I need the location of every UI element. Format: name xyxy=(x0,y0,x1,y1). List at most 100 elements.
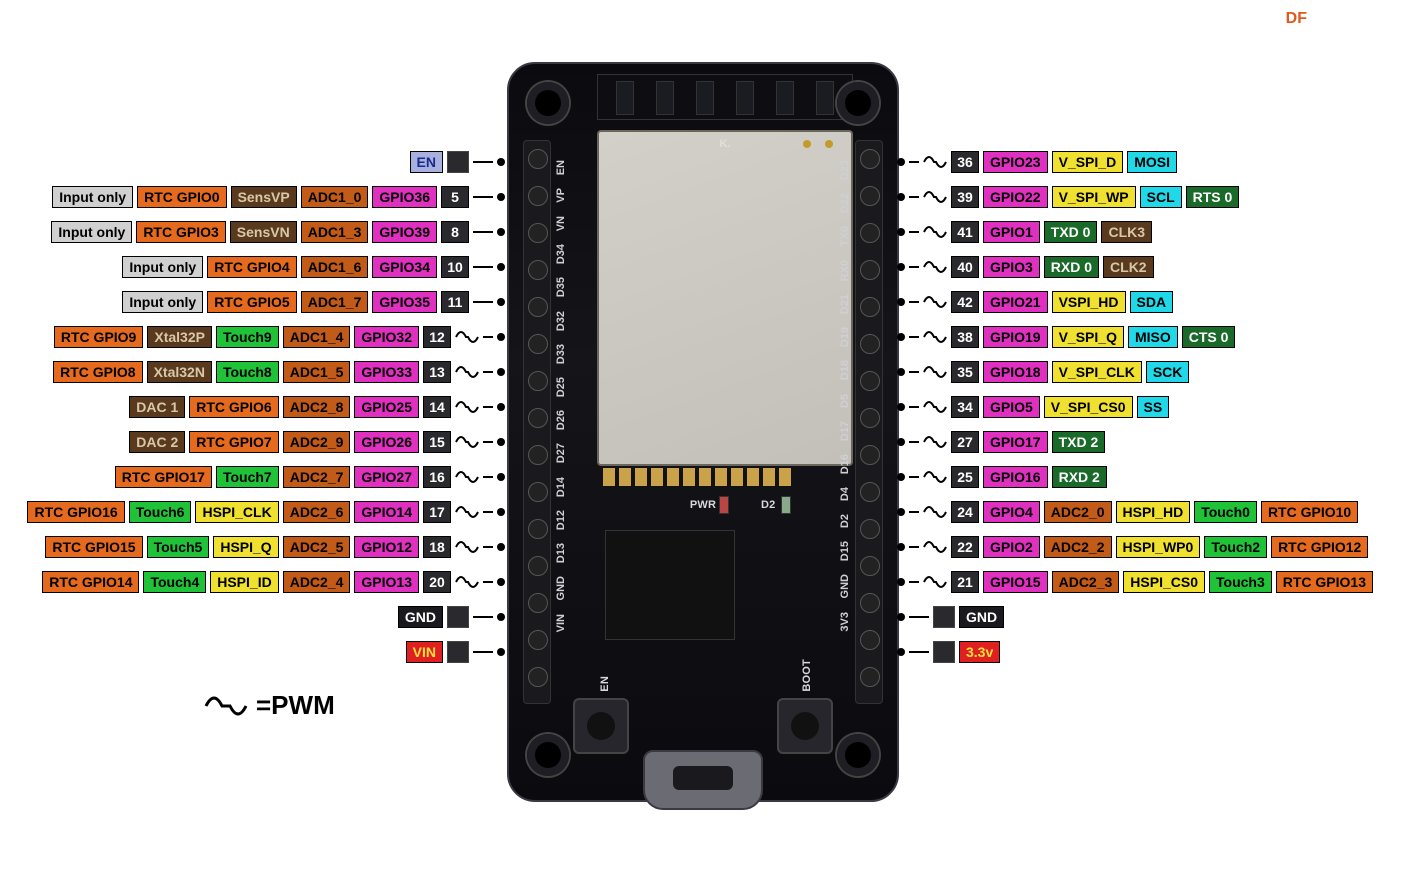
pin-label: Touch6 xyxy=(129,501,192,523)
pin-label: GPIO21 xyxy=(983,291,1048,313)
esp32-board: K. PWR D2 EN BOOT ENVPVND34D35D32D33D25D… xyxy=(507,62,899,802)
pin-label: RTC GPIO17 xyxy=(115,466,212,488)
pin-row: GND xyxy=(398,605,505,629)
pin-label: GND xyxy=(398,606,443,628)
mount-hole xyxy=(837,82,879,124)
pin-number: 39 xyxy=(951,186,979,208)
pin-label: Touch7 xyxy=(216,466,279,488)
pin-label: RTC GPIO8 xyxy=(53,361,142,383)
pin-number: 5 xyxy=(441,186,469,208)
pin-number: 36 xyxy=(951,151,979,173)
led-d2 xyxy=(781,496,791,514)
pin-label: ADC2_3 xyxy=(1052,571,1120,593)
pin-row: 39GPIO22V_SPI_WPSCLRTS 0 xyxy=(897,185,1239,209)
pin-label: GPIO22 xyxy=(983,186,1048,208)
pin-row: Input onlyRTC GPIO0SensVPADC1_0GPIO365 xyxy=(52,185,505,209)
pin-number: 21 xyxy=(951,571,979,593)
pwm-icon xyxy=(923,467,947,487)
pin-label: SCL xyxy=(1140,186,1182,208)
pin-row: Input onlyRTC GPIO4ADC1_6GPIO3410 xyxy=(122,255,505,279)
pin-row: DAC 1RTC GPIO6ADC2_8GPIO2514 xyxy=(129,395,505,419)
pin-row: GND xyxy=(897,605,1004,629)
pin-label: GPIO18 xyxy=(983,361,1048,383)
pin-label: GPIO26 xyxy=(354,431,419,453)
pin-label: Touch4 xyxy=(143,571,206,593)
metal-shield: K. xyxy=(597,130,853,466)
pin-number: 38 xyxy=(951,326,979,348)
pin-label: ADC2_2 xyxy=(1044,536,1112,558)
pin-label: RTC GPIO9 xyxy=(54,326,143,348)
pin-label: SDA xyxy=(1130,291,1174,313)
pin-label: GPIO1 xyxy=(983,221,1040,243)
pin-label: SS xyxy=(1137,396,1170,418)
pin-label: ADC2_8 xyxy=(283,396,351,418)
pin-label: VIN xyxy=(406,641,443,663)
pin-number: 22 xyxy=(951,536,979,558)
pin-row: 40GPIO3RXD 0CLK2 xyxy=(897,255,1154,279)
pin-number: 15 xyxy=(423,431,451,453)
pin-number: 8 xyxy=(441,221,469,243)
pwm-icon xyxy=(455,362,479,382)
pin-label: V_SPI_CS0 xyxy=(1044,396,1133,418)
pin-number: 34 xyxy=(951,396,979,418)
pin-label: ADC2_7 xyxy=(283,466,351,488)
pin-label: Input only xyxy=(52,186,133,208)
pin-row: 38GPIO19V_SPI_QMISOCTS 0 xyxy=(897,325,1235,349)
pin-row: RTC GPIO17Touch7ADC2_7GPIO2716 xyxy=(115,465,505,489)
pin-number: 12 xyxy=(423,326,451,348)
pin-label: Xtal32P xyxy=(147,326,212,348)
pin-label: ADC2_5 xyxy=(283,536,351,558)
pin-label: Input only xyxy=(122,256,203,278)
button-en xyxy=(573,698,629,754)
pin-label: GPIO2 xyxy=(983,536,1040,558)
silk-d2: D2 xyxy=(761,499,776,511)
pin-label: ADC1_7 xyxy=(301,291,369,313)
button-boot xyxy=(777,698,833,754)
pin-row: Input onlyRTC GPIO3SensVNADC1_3GPIO398 xyxy=(51,220,505,244)
pin-row: RTC GPIO15Touch5HSPI_QADC2_5GPIO1218 xyxy=(45,535,505,559)
pin-number: 13 xyxy=(423,361,451,383)
pin-label: CTS 0 xyxy=(1182,326,1236,348)
pin-number: 17 xyxy=(423,501,451,523)
pin-label: Touch8 xyxy=(216,361,279,383)
pin-row: RTC GPIO9Xtal32PTouch9ADC1_4GPIO3212 xyxy=(54,325,505,349)
pin-label: RTC GPIO16 xyxy=(27,501,124,523)
pin-label: GPIO23 xyxy=(983,151,1048,173)
pin-number: 16 xyxy=(423,466,451,488)
pin-number: 27 xyxy=(951,431,979,453)
pin-row: DAC 2RTC GPIO7ADC2_9GPIO2615 xyxy=(129,430,505,454)
pin-label: DAC 1 xyxy=(129,396,185,418)
mount-hole xyxy=(527,734,569,776)
pin-label: HSPI_HD xyxy=(1116,501,1191,523)
pin-label: GPIO19 xyxy=(983,326,1048,348)
pin-label: ADC1_3 xyxy=(301,221,369,243)
pin-label: ADC2_6 xyxy=(283,501,351,523)
pin-label: GPIO32 xyxy=(354,326,419,348)
pin-header-right xyxy=(855,140,883,704)
pin-row: 22GPIO2ADC2_2HSPI_WP0Touch2RTC GPIO12 xyxy=(897,535,1368,559)
pin-label: EN xyxy=(410,151,443,173)
pin-label: Touch0 xyxy=(1194,501,1257,523)
pin-label: RXD 0 xyxy=(1044,256,1099,278)
silk-boot-btn: BOOT xyxy=(801,659,813,692)
pin-label: GPIO16 xyxy=(983,466,1048,488)
pwm-icon xyxy=(923,292,947,312)
pin-label: GPIO17 xyxy=(983,431,1048,453)
pin-label: SCK xyxy=(1146,361,1190,383)
pin-label: RTC GPIO5 xyxy=(207,291,296,313)
pin-label: GPIO25 xyxy=(354,396,419,418)
pin-number: 24 xyxy=(951,501,979,523)
pin-number: 42 xyxy=(951,291,979,313)
pin-label: SensVP xyxy=(231,186,297,208)
pin-label: ADC1_6 xyxy=(301,256,369,278)
pin-label: HSPI_CS0 xyxy=(1123,571,1205,593)
pin-label: ADC2_4 xyxy=(283,571,351,593)
pin-label: ADC1_4 xyxy=(283,326,351,348)
pin-label: RTC GPIO4 xyxy=(207,256,296,278)
pwm-icon xyxy=(923,537,947,557)
pin-label: RTC GPIO14 xyxy=(42,571,139,593)
pin-label: HSPI_Q xyxy=(213,536,278,558)
pin-label: DAC 2 xyxy=(129,431,185,453)
pin-label: HSPI_CLK xyxy=(195,501,278,523)
pwm-legend: =PWM xyxy=(204,690,335,721)
